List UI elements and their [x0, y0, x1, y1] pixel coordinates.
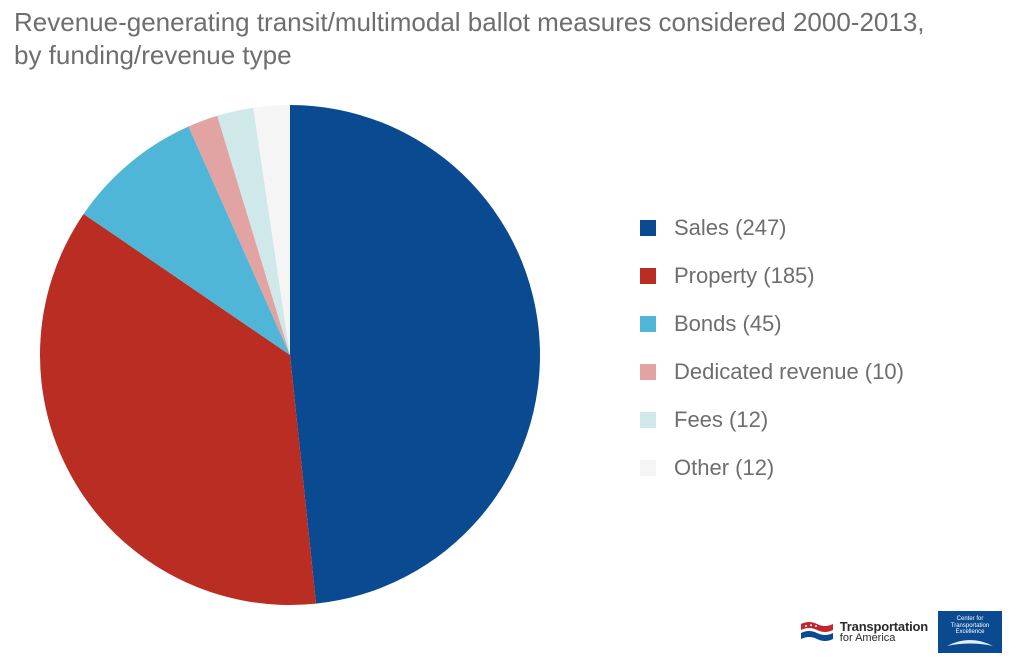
legend-label: Sales (247)	[674, 215, 787, 241]
legend-label: Bonds (45)	[674, 311, 782, 337]
pie-svg	[40, 105, 540, 605]
legend-label: Dedicated revenue (10)	[674, 359, 904, 385]
footer-logos: Transportation for America Center for Tr…	[801, 611, 1002, 653]
legend-item: Fees (12)	[640, 407, 904, 433]
cfte-swoosh-icon	[947, 638, 993, 648]
legend-item: Bonds (45)	[640, 311, 904, 337]
legend-swatch	[640, 268, 656, 284]
cfte-line3: Excellence	[955, 629, 984, 636]
legend-swatch	[640, 220, 656, 236]
pie-slice	[290, 105, 540, 604]
t4a-flag-icon	[801, 621, 833, 643]
legend: Sales (247) Property (185) Bonds (45) Dedic…	[640, 215, 904, 481]
title-line-2: by funding/revenue type	[14, 40, 292, 70]
cfte-line1: Center for	[957, 616, 984, 623]
legend-label: Other (12)	[674, 455, 774, 481]
legend-swatch	[640, 460, 656, 476]
chart-title: Revenue-generating transit/multimodal ba…	[14, 6, 1014, 71]
t4a-line2: for America	[840, 633, 928, 644]
logo-center-for-transportation-excellence: Center for Transportation Excellence	[938, 611, 1002, 653]
legend-item: Sales (247)	[640, 215, 904, 241]
legend-label: Property (185)	[674, 263, 815, 289]
legend-item: Property (185)	[640, 263, 904, 289]
legend-label: Fees (12)	[674, 407, 768, 433]
t4a-text: Transportation for America	[840, 620, 928, 644]
legend-item: Other (12)	[640, 455, 904, 481]
legend-swatch	[640, 316, 656, 332]
legend-item: Dedicated revenue (10)	[640, 359, 904, 385]
pie-chart	[40, 105, 540, 605]
title-line-1: Revenue-generating transit/multimodal ba…	[14, 7, 925, 37]
cfte-line2: Transportation	[951, 623, 989, 630]
legend-swatch	[640, 364, 656, 380]
legend-swatch	[640, 412, 656, 428]
logo-transportation-for-america: Transportation for America	[801, 620, 928, 644]
